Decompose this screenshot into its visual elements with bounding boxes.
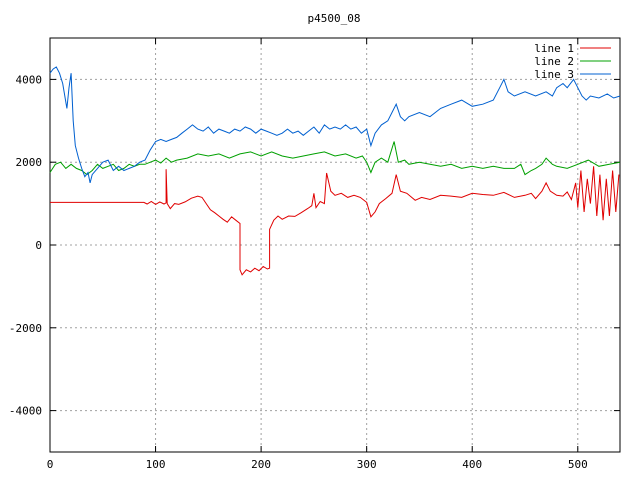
y-tick-label: 4000 — [16, 73, 43, 86]
chart-title: p4500_08 — [308, 12, 361, 25]
series-line-3 — [49, 66, 621, 184]
legend-label-3: line 3 — [534, 68, 574, 81]
series-lines — [49, 66, 621, 276]
grid-lines — [50, 38, 620, 452]
x-tick-label: 400 — [462, 458, 482, 471]
x-tick-label: 500 — [568, 458, 588, 471]
legend-label-2: line 2 — [534, 55, 574, 68]
y-tick-label: 2000 — [16, 156, 43, 169]
series-line-1 — [50, 166, 620, 276]
y-tick-label: -2000 — [9, 322, 42, 335]
axis-ticks: 0 100 200 300 400 500 -4000 -2000 0 2000 4000 — [9, 38, 620, 471]
x-tick-label: 300 — [357, 458, 377, 471]
y-tick-label: -4000 — [9, 405, 42, 418]
series-line-2 — [49, 141, 621, 176]
x-tick-label: 100 — [146, 458, 166, 471]
x-tick-label: 0 — [47, 458, 54, 471]
legend-label-1: line 1 — [534, 42, 574, 55]
x-tick-label: 200 — [251, 458, 271, 471]
y-tick-label: 0 — [35, 239, 42, 252]
